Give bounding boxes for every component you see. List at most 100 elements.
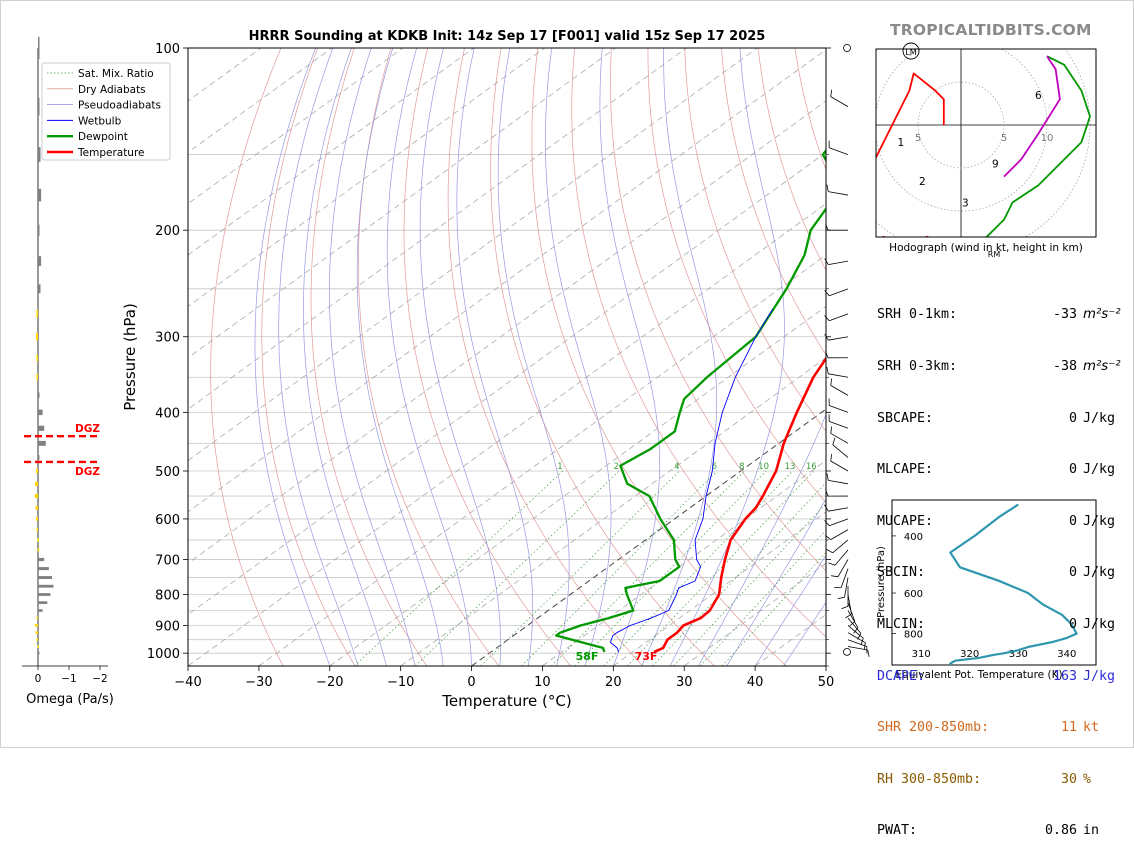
omega-bar — [37, 538, 39, 541]
isotherm--60 — [46, 48, 899, 666]
wind-barb — [829, 519, 848, 526]
omega-bar — [36, 333, 38, 340]
legend-label: Temperature — [77, 147, 145, 159]
omega-bar — [35, 494, 38, 498]
dry-adiabat — [1125, 48, 1134, 666]
omega-bar — [36, 506, 39, 510]
omega-bar — [38, 567, 49, 570]
skewt-title: HRRR Sounding at KDKB Init: 14z Sep 17 [… — [249, 29, 766, 44]
wind-barb — [831, 530, 848, 540]
x-tick-label: −20 — [316, 675, 343, 690]
omega-bar — [37, 528, 39, 532]
mixing-ratio-label: 8 — [739, 462, 744, 472]
hodo-height-label: 2 — [919, 176, 926, 188]
moist-adiabat — [387, 48, 471, 666]
x-tick-label: 40 — [747, 675, 764, 690]
x-tick-label: −40 — [174, 675, 201, 690]
lm-label: LM — [905, 48, 916, 57]
hodo-height-label: 6 — [1035, 90, 1042, 102]
wind-barb — [848, 610, 858, 627]
y-tick-label: 1000 — [147, 647, 180, 662]
mixing-ratio-line — [700, 471, 880, 666]
wind-barb — [828, 480, 848, 483]
mixing-ratio-line — [674, 471, 857, 666]
wind-barb-flag — [833, 438, 835, 445]
wind-barb-flag — [825, 521, 830, 526]
moist-adiabat — [670, 48, 784, 666]
omega-bar — [37, 354, 39, 361]
omega-bar — [37, 645, 39, 648]
mixing-ratio-line — [627, 471, 814, 666]
omega-tick-label: −1 — [61, 673, 76, 685]
wind-barb — [828, 337, 848, 340]
hodo-ring-label: 5 — [1001, 133, 1007, 144]
surface-temperature-label: 73F — [635, 650, 658, 663]
hodograph-frame — [876, 49, 1096, 237]
wind-barb — [838, 559, 848, 576]
wind-barb — [831, 97, 848, 107]
legend-label: Sat. Mix. Ratio — [78, 68, 154, 80]
omega-bar — [38, 256, 41, 266]
mixing-ratio-label: 1 — [557, 462, 562, 472]
hodograph-lines — [845, 56, 1090, 305]
hodo-height-label: 1 — [897, 137, 904, 149]
omega-tick-label: 0 — [35, 673, 42, 685]
wind-barbs — [825, 45, 870, 657]
moist-adiabat — [255, 48, 330, 666]
mixing-ratio-label: 4 — [674, 462, 679, 472]
wind-barb-flag — [831, 379, 832, 386]
wind-barb — [845, 578, 849, 598]
omega-bar — [37, 310, 39, 318]
wind-barb-flag — [831, 576, 838, 577]
omega-bar — [37, 374, 39, 380]
wind-barb-flag — [831, 90, 832, 97]
wind-barb-flag — [831, 426, 832, 433]
wind-barb — [828, 374, 848, 377]
wind-barb-flag — [827, 185, 828, 192]
x-tick-label: 50 — [818, 675, 835, 690]
hodo-ring-label: 5 — [915, 133, 921, 144]
x-tick-label: −10 — [387, 675, 414, 690]
wind-barb — [831, 385, 848, 395]
calm-wind-circle — [844, 648, 851, 655]
hodograph-segment — [845, 73, 961, 245]
x-tick-label: 0 — [467, 675, 475, 690]
omega-bar — [38, 441, 46, 446]
wind-barb — [831, 461, 848, 471]
y-tick-label: 800 — [155, 589, 180, 604]
dry-adiabat — [262, 48, 355, 666]
wind-barb — [828, 508, 848, 511]
wind-barb — [828, 261, 848, 264]
wind-barb — [829, 148, 848, 155]
omega-bar — [38, 652, 40, 655]
y-tick-label: 900 — [155, 619, 180, 634]
hodograph-title: Hodograph (wind in kt, height in km) — [889, 242, 1083, 254]
wind-barb-flag — [838, 597, 845, 598]
hodo-ring-label: 10 — [1041, 133, 1054, 144]
omega-bar — [38, 284, 41, 293]
wind-barb-flag — [827, 474, 828, 481]
wind-barb — [829, 289, 848, 296]
wind-barb-flag — [842, 606, 849, 609]
wind-barb — [829, 421, 848, 428]
omega-bar — [36, 469, 38, 473]
omega-bar — [38, 410, 43, 416]
omega-bar — [37, 638, 39, 641]
dry-adiabat — [358, 48, 498, 666]
omega-bar — [37, 617, 39, 620]
y-tick-label: 300 — [155, 331, 180, 346]
mixing-ratio-label: 13 — [785, 462, 796, 472]
omega-bar — [38, 189, 41, 202]
omega-x-ticks: 0−1−2 — [35, 666, 108, 685]
